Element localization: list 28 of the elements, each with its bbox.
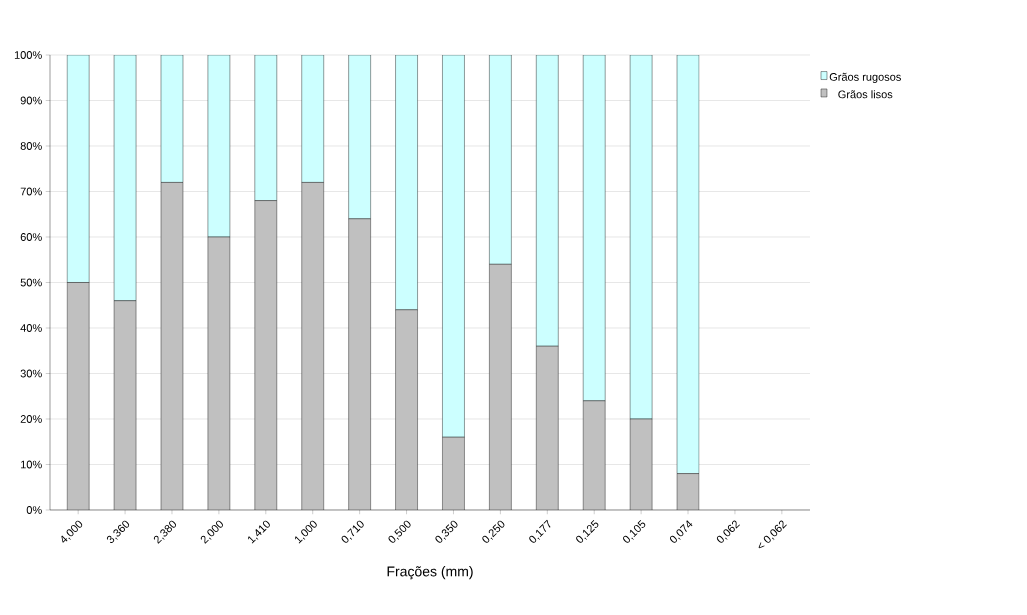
bar — [301, 54, 324, 183]
bar — [629, 54, 653, 420]
bar — [254, 54, 278, 201]
bar — [536, 54, 559, 347]
bar — [348, 54, 371, 219]
bar — [676, 54, 700, 474]
y-tick-label: 60% — [20, 233, 42, 241]
x-axis-title: Frações (mm) — [387, 566, 473, 580]
bar — [442, 54, 465, 438]
legend-label: Grãos rugosos — [829, 72, 901, 84]
y-tick-label: 100% — [14, 51, 42, 59]
y-tick-label: 40% — [20, 324, 42, 332]
bar — [583, 54, 606, 401]
bar — [207, 54, 231, 238]
bar — [395, 54, 418, 310]
bar — [489, 54, 512, 265]
y-tick-label: 0% — [26, 506, 42, 514]
bar — [160, 54, 184, 183]
y-tick-label: 80% — [20, 142, 42, 150]
y-tick-label: 90% — [20, 96, 42, 105]
y-tick-label: 10% — [21, 460, 42, 469]
bar — [66, 54, 90, 283]
y-tick-label: 20% — [20, 415, 42, 423]
y-tick-label: 30% — [20, 369, 42, 378]
y-tick-label: 70% — [20, 187, 42, 196]
y-tick-label: 50% — [20, 278, 42, 287]
bar — [113, 54, 137, 301]
legend-label: Grãos lisos — [838, 90, 893, 99]
